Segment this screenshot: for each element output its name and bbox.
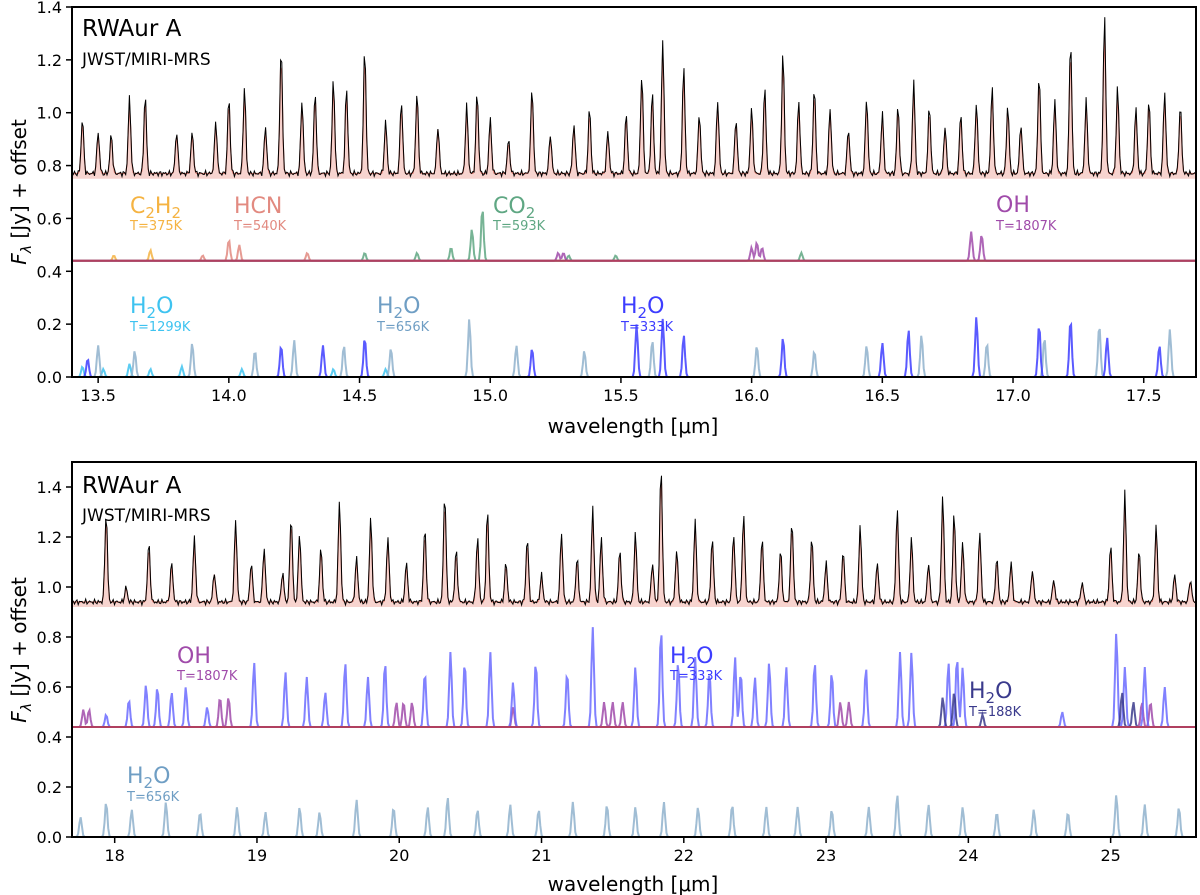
x-tick-label: 15.0: [472, 386, 508, 405]
x-tick-label: 13.5: [80, 386, 116, 405]
x-tick-label: 16.5: [865, 386, 901, 405]
y-tick-label: 1.2: [37, 51, 62, 70]
top-x-axis-label: wavelength [μm]: [548, 414, 719, 438]
top-label-c2h2: C2H2: [130, 194, 181, 222]
y-tick-label: 1.4: [37, 0, 62, 17]
model-spectrum: [72, 32, 1196, 175]
top-target-name: RWAur A: [82, 16, 182, 42]
bottom-label-h2o-warm: H2O: [127, 764, 170, 792]
observed-spectrum: [71, 475, 1197, 607]
y-tick-label: 1.0: [37, 578, 62, 597]
x-tick-label: 23: [816, 846, 836, 865]
y-tick-label: 0.0: [37, 368, 62, 387]
x-tick-label: 25: [1100, 846, 1120, 865]
observed-spectrum: [71, 17, 1197, 179]
bottom-y-axis-label: Fλ [Jy] + offset: [7, 577, 35, 723]
top-label-h2o-cool: H2O: [621, 294, 664, 322]
molecule-spectrum-h2o-3: [72, 795, 1196, 838]
x-tick-label: 18: [105, 846, 125, 865]
x-tick-label: 17.5: [1126, 386, 1162, 405]
top-temp-h2o-cool: T=333K: [620, 320, 674, 335]
top-label-h2o-warm: H2O: [377, 294, 420, 322]
y-tick-label: 1.2: [37, 528, 62, 547]
top-y-axis-label: Fλ [Jy] + offset: [7, 119, 35, 265]
molecule-spectrum-h2o-1: [72, 627, 1196, 729]
bottom-panel-frame: [71, 461, 1197, 838]
x-tick-label: 14.5: [342, 386, 378, 405]
x-tick-label: 24: [958, 846, 978, 865]
top-axis-ticks: 13.5 14.0 14.5 15.0 15.5 16.0 16.5 17.0 17.5 0.0 0…: [37, 0, 1162, 405]
top-temp-c2h2: T=375K: [129, 219, 183, 234]
top-panel-frame: [71, 6, 1197, 378]
bottom-label-h2o-cold: H2O: [969, 679, 1012, 707]
bottom-axis-ticks: 18 19 20 21 22 23 24 25 0.0 0.2 0.4 0.6 0.8 1.0 1.2 1.4: [37, 478, 1121, 865]
top-instrument-name: JWST/MIRI-MRS: [81, 50, 211, 70]
y-tick-label: 0.8: [37, 628, 62, 647]
bottom-instrument-name: JWST/MIRI-MRS: [81, 506, 211, 526]
x-tick-label: 16.0: [734, 386, 770, 405]
bottom-panel: 18 19 20 21 22 23 24 25 0.0 0.2 0.4 0.6 0.8 1.0 1.2 1.4…: [7, 461, 1197, 895]
top-panel: 13.5 14.0 14.5 15.0 15.5 16.0 16.5 17.0 17.5 0.0 0…: [7, 0, 1197, 438]
model-fill: [72, 483, 1196, 607]
x-tick-label: 14.0: [211, 386, 247, 405]
top-temp-h2o-hot: T=1299K: [129, 320, 191, 335]
top-label-h2o-hot: H2O: [130, 294, 173, 322]
y-tick-label: 1.0: [37, 104, 62, 123]
bottom-temp-h2o-cold: T=188K: [968, 705, 1022, 720]
top-label-oh: OH: [996, 193, 1030, 218]
y-tick-label: 0.6: [37, 678, 62, 697]
x-tick-label: 19: [247, 846, 267, 865]
y-tick-label: 0.8: [37, 157, 62, 176]
top-temp-hcn: T=540K: [233, 219, 287, 234]
bottom-temp-oh: T=1807K: [176, 669, 238, 684]
x-tick-label: 22: [674, 846, 694, 865]
bottom-temp-h2o-cool: T=333K: [669, 669, 723, 684]
y-tick-label: 1.4: [37, 478, 62, 497]
top-temp-h2o-warm: T=656K: [376, 320, 430, 335]
y-tick-label: 0.2: [37, 315, 62, 334]
top-temp-oh: T=1807K: [995, 219, 1057, 234]
x-tick-label: 21: [531, 846, 551, 865]
x-tick-label: 20: [389, 846, 409, 865]
y-tick-label: 0.6: [37, 209, 62, 228]
x-tick-label: 15.5: [603, 386, 639, 405]
molecule-spectrum-hcn-1: [72, 238, 1196, 262]
bottom-label-oh: OH: [177, 644, 211, 669]
bottom-label-h2o-cool: H2O: [670, 644, 713, 672]
bottom-x-axis-label: wavelength [μm]: [548, 872, 719, 895]
top-label-co2: CO2: [493, 194, 535, 222]
bottom-plot-content: [71, 475, 1197, 838]
y-tick-label: 0.2: [37, 778, 62, 797]
bottom-temp-h2o-warm: T=656K: [126, 790, 180, 805]
model-fill: [72, 32, 1196, 179]
top-temp-co2: T=593K: [492, 219, 546, 234]
y-tick-label: 0.0: [37, 828, 62, 847]
y-tick-label: 0.4: [37, 262, 62, 281]
x-tick-label: 17.0: [995, 386, 1031, 405]
y-tick-label: 0.4: [37, 728, 62, 747]
top-label-hcn: HCN: [234, 194, 282, 219]
bottom-target-name: RWAur A: [82, 473, 182, 499]
